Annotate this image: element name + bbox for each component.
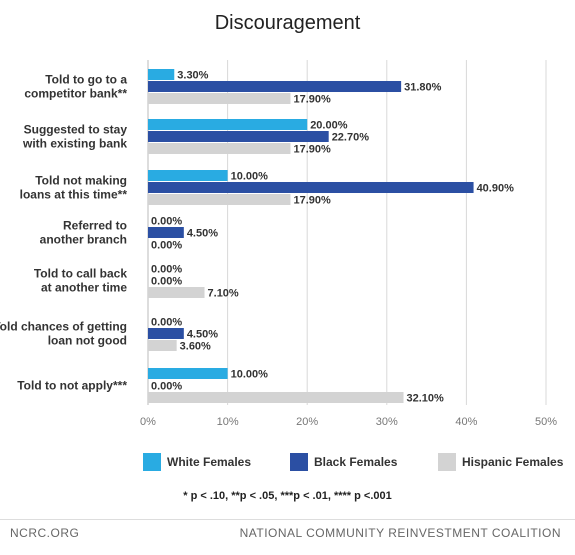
footer-site: NCRC.ORG bbox=[10, 526, 80, 540]
data-label: 0.00% bbox=[151, 216, 182, 228]
bar bbox=[148, 143, 291, 154]
bar bbox=[148, 340, 177, 351]
category-label: Told chances of getting loan not good bbox=[0, 320, 127, 348]
significance-footnote: * p < .10, **p < .05, ***p < .01, **** p… bbox=[183, 490, 392, 502]
bars bbox=[148, 69, 474, 403]
data-label: 4.50% bbox=[187, 329, 218, 341]
legend-swatch bbox=[290, 453, 308, 471]
bar bbox=[148, 194, 291, 205]
legend-label: White Females bbox=[167, 455, 251, 469]
data-label: 0.00% bbox=[151, 276, 182, 288]
chart-title: Discouragement bbox=[214, 12, 361, 34]
bar bbox=[148, 392, 404, 403]
data-label: 40.90% bbox=[477, 183, 515, 195]
x-tick-label: 50% bbox=[535, 416, 557, 428]
data-label: 17.90% bbox=[293, 94, 331, 106]
data-label: 10.00% bbox=[231, 171, 269, 183]
data-label: 20.00% bbox=[310, 120, 348, 132]
x-tick-label: 20% bbox=[296, 416, 318, 428]
bar bbox=[148, 182, 474, 193]
data-label: 17.90% bbox=[293, 144, 331, 156]
category-label: Told to go to a competitor bank** bbox=[24, 73, 127, 101]
data-label: 17.90% bbox=[293, 195, 331, 207]
category-label: Referred to another branch bbox=[40, 219, 127, 247]
legend-swatch bbox=[438, 453, 456, 471]
bar bbox=[148, 287, 205, 298]
data-label: 7.10% bbox=[208, 288, 239, 300]
x-tick-label: 40% bbox=[455, 416, 477, 428]
bar bbox=[148, 170, 228, 181]
bar-chart: 0% 10% 20% 30% 40% 50% Told to go to a competit… bbox=[0, 60, 564, 471]
category-label: Suggested to stay with existing bank bbox=[22, 123, 127, 151]
legend-label: Black Females bbox=[314, 455, 398, 469]
data-label: 0.00% bbox=[151, 317, 182, 329]
data-label: 3.30% bbox=[177, 70, 208, 82]
data-label: 4.50% bbox=[187, 228, 218, 240]
data-label: 31.80% bbox=[404, 82, 442, 94]
bar bbox=[148, 69, 175, 80]
legend-label: Hispanic Females bbox=[462, 455, 564, 469]
data-label: 10.00% bbox=[231, 369, 269, 381]
category-label: Told to call back at another time bbox=[34, 267, 127, 295]
footer-divider bbox=[0, 519, 575, 520]
x-tick-label: 0% bbox=[140, 416, 156, 428]
data-label: 0.00% bbox=[151, 381, 182, 393]
data-label: 0.00% bbox=[151, 264, 182, 276]
legend: White Females Black Females Hispanic Femal… bbox=[143, 453, 564, 471]
bar bbox=[148, 131, 329, 142]
labels: 0% 10% 20% 30% 40% 50% Told to go to a competit… bbox=[0, 70, 557, 429]
legend-swatch bbox=[143, 453, 161, 471]
bar bbox=[148, 93, 291, 104]
bar bbox=[148, 227, 184, 238]
data-label: 22.70% bbox=[332, 132, 370, 144]
footer-organization: NATIONAL COMMUNITY REINVESTMENT COALITIO… bbox=[239, 526, 561, 540]
data-label: 0.00% bbox=[151, 240, 182, 252]
x-tick-label: 10% bbox=[217, 416, 239, 428]
bar bbox=[148, 368, 228, 379]
bar bbox=[148, 81, 402, 92]
x-tick-label: 30% bbox=[376, 416, 398, 428]
data-label: 3.60% bbox=[180, 341, 211, 353]
bar bbox=[148, 119, 308, 130]
data-label: 32.10% bbox=[407, 393, 445, 405]
bar bbox=[148, 328, 184, 339]
category-label: Told to not apply*** bbox=[17, 379, 127, 393]
category-label: Told not making loans at this time** bbox=[20, 174, 128, 202]
